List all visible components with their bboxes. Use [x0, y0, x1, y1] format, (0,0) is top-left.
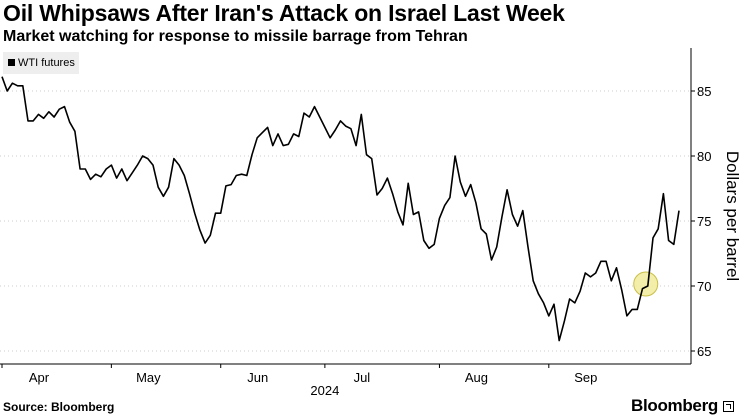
gridlines: [0, 90, 691, 352]
y-axis-ticks: 65 70 75 80 85: [691, 84, 711, 359]
legend-label-wti-futures: WTI futures: [18, 57, 75, 69]
y-tick-label: 75: [697, 214, 711, 229]
source-note: Source: Bloomberg: [3, 400, 115, 414]
chart-subtitle: Market watching for response to missile …: [3, 28, 468, 45]
x-axis-ticks: Apr May Jun Jul Aug Sep: [1, 364, 597, 385]
x-tick-label-aug: Aug: [465, 370, 488, 385]
x-axis-year-label: 2024: [310, 383, 339, 398]
external-link-icon: [723, 401, 734, 412]
y-axis-label: Dollars per barrel: [723, 151, 740, 281]
legend: WTI futures: [3, 52, 79, 74]
y-tick-label: 70: [697, 279, 711, 294]
x-tick-label-jul: Jul: [354, 370, 371, 385]
x-tick-label-may: May: [136, 370, 161, 385]
chart-title: Oil Whipsaws After Iran's Attack on Isra…: [3, 0, 565, 26]
series-line-wti-futures: [1, 76, 680, 342]
y-tick-label: 80: [697, 149, 711, 164]
legend-swatch: [8, 59, 15, 66]
y-tick-label: 85: [697, 84, 711, 99]
latest-value-highlight: [633, 271, 659, 297]
x-tick-label-sep: Sep: [574, 370, 597, 385]
x-tick-label-apr: Apr: [29, 370, 50, 385]
x-tick-label-jun: Jun: [247, 370, 268, 385]
y-tick-label: 65: [697, 344, 711, 359]
brand-logo: Bloomberg: [630, 396, 718, 415]
